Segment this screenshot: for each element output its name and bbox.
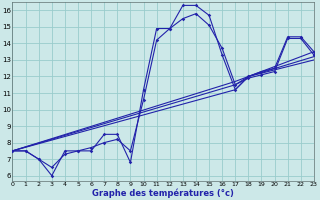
X-axis label: Graphe des températures (°c): Graphe des températures (°c)	[92, 188, 234, 198]
